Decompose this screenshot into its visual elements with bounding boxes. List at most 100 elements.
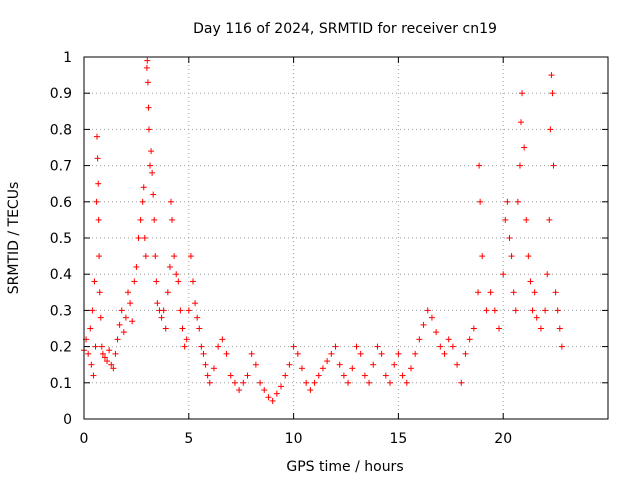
y-tick-label: 0.4 — [50, 267, 72, 283]
data-point — [366, 379, 373, 386]
data-point — [167, 198, 174, 205]
data-point — [116, 321, 123, 328]
data-point — [114, 336, 121, 343]
data-point — [148, 148, 155, 155]
x-tick-label: 20 — [494, 431, 512, 447]
data-point — [550, 162, 557, 169]
data-point — [514, 198, 521, 205]
data-point — [556, 325, 563, 332]
data-point — [144, 79, 151, 86]
data-point — [150, 191, 157, 198]
data-point — [202, 361, 209, 368]
data-point — [544, 271, 551, 278]
data-point — [189, 278, 196, 285]
x-tick-label: 5 — [184, 431, 193, 447]
data-point — [416, 336, 423, 343]
data-point — [175, 278, 182, 285]
data-point — [101, 354, 108, 361]
data-point — [319, 365, 326, 372]
data-point — [185, 307, 192, 314]
data-point — [420, 321, 427, 328]
y-tick-label: 0.2 — [50, 340, 72, 356]
data-point — [547, 126, 554, 133]
data-point — [458, 379, 465, 386]
data-point — [160, 307, 167, 314]
data-point — [98, 343, 105, 350]
data-point — [370, 361, 377, 368]
data-point — [110, 365, 117, 372]
data-point — [133, 263, 140, 270]
data-point — [99, 350, 106, 357]
y-tick-label: 0.9 — [50, 86, 72, 102]
data-point — [135, 235, 142, 241]
data-point — [529, 307, 536, 314]
chart-title: Day 116 of 2024, SRMTID for receiver cn1… — [193, 21, 497, 37]
data-point — [328, 350, 335, 357]
data-point — [151, 216, 158, 223]
y-tick-label: 1 — [63, 50, 72, 66]
data-point — [127, 300, 134, 307]
data-point — [187, 253, 194, 260]
data-point — [298, 365, 305, 372]
data-point — [215, 343, 222, 350]
data-point — [546, 216, 553, 223]
data-point — [87, 325, 94, 332]
y-tick-label: 0.1 — [50, 376, 72, 392]
data-point — [166, 263, 173, 270]
data-point — [382, 372, 389, 379]
data-point — [542, 307, 549, 314]
data-point — [307, 387, 314, 394]
data-point — [118, 307, 125, 314]
y-tick-label: 0.8 — [50, 122, 72, 138]
data-point — [145, 126, 152, 133]
data-point — [177, 307, 184, 314]
x-tick-label: 15 — [389, 431, 407, 447]
data-point — [449, 343, 456, 350]
y-tick-label: 0.5 — [50, 231, 72, 247]
data-point — [106, 347, 113, 354]
data-point — [122, 314, 129, 321]
data-point — [129, 318, 136, 325]
data-point — [502, 216, 509, 223]
data-point — [125, 289, 132, 296]
data-point — [198, 343, 205, 350]
data-point — [403, 379, 410, 386]
data-point — [95, 180, 102, 187]
data-point — [554, 307, 561, 314]
data-point — [108, 361, 115, 368]
data-point — [552, 289, 559, 296]
data-point — [152, 253, 159, 260]
data-point — [525, 253, 532, 260]
data-point — [143, 64, 150, 71]
data-point — [537, 325, 544, 332]
data-point — [477, 198, 484, 205]
data-point — [466, 336, 473, 343]
data-point — [90, 372, 97, 379]
data-point — [496, 325, 503, 332]
data-point — [508, 253, 515, 260]
data-point — [196, 325, 203, 332]
data-point — [491, 307, 498, 314]
data-point — [261, 387, 268, 394]
data-points — [81, 57, 565, 404]
data-point — [248, 350, 255, 357]
data-point — [147, 162, 154, 169]
data-point — [89, 307, 96, 314]
data-point — [424, 307, 431, 314]
data-point — [523, 216, 530, 223]
data-point — [412, 350, 419, 357]
axis-ticks — [83, 56, 608, 420]
data-point — [95, 216, 102, 223]
data-point — [210, 365, 217, 372]
data-point — [395, 350, 402, 357]
data-point — [387, 379, 394, 386]
data-point — [454, 361, 461, 368]
x-tick-label: 0 — [80, 431, 89, 447]
data-point — [192, 300, 199, 307]
data-point — [153, 278, 160, 285]
data-point — [120, 329, 127, 336]
data-point — [391, 361, 398, 368]
data-point — [336, 361, 343, 368]
data-point — [142, 253, 149, 260]
